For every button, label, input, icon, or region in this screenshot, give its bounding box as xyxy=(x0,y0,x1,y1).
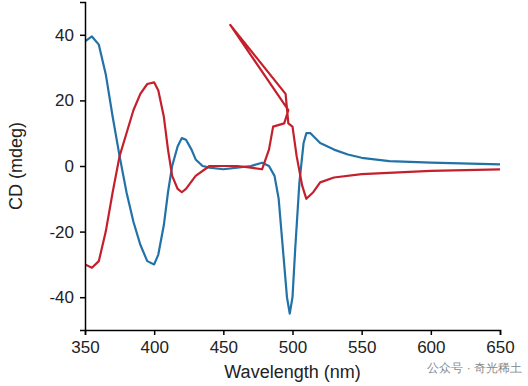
y-tick: 40 xyxy=(55,26,85,45)
x-tick-mark xyxy=(292,330,294,335)
y-tick-mark xyxy=(80,35,85,37)
y-tick: -20 xyxy=(49,223,85,242)
x-tick-label: 400 xyxy=(140,338,168,357)
x-tick: 600 xyxy=(417,330,445,357)
plot-area xyxy=(85,25,500,314)
x-tick-label: 550 xyxy=(348,338,376,357)
x-tick-mark xyxy=(154,330,156,335)
y-tick: -40 xyxy=(49,288,85,307)
x-tick-mark xyxy=(223,330,225,335)
y-tick-label: 0 xyxy=(65,157,74,176)
y-axis-title: CD (mdeg) xyxy=(6,122,26,210)
x-tick-mark xyxy=(500,330,502,335)
x-tick-label: 450 xyxy=(210,338,238,357)
x-axis-line xyxy=(86,331,501,336)
y-tick-mark xyxy=(80,166,85,168)
x-tick-mark xyxy=(431,330,433,335)
x-tick-label: 650 xyxy=(486,338,514,357)
y-tick-label: -40 xyxy=(49,288,74,307)
y-axis-line xyxy=(80,3,86,331)
x-tick-mark xyxy=(361,330,363,335)
y-tick-mark xyxy=(80,100,85,102)
y-tick-mark xyxy=(80,231,85,233)
y-tick: 0 xyxy=(65,157,85,176)
x-tick: 400 xyxy=(140,330,168,357)
x-tick: 350 xyxy=(71,330,99,357)
x-tick-label: 350 xyxy=(71,338,99,357)
x-axis: 350 400 450 500 550 600 650 xyxy=(71,330,514,357)
x-tick-label: 500 xyxy=(279,338,307,357)
y-tick-mark xyxy=(80,297,85,299)
x-tick: 650 xyxy=(486,330,514,357)
y-tick: 20 xyxy=(55,91,85,110)
y-tick-label: 40 xyxy=(55,26,74,45)
y-axis: -40 -20 0 20 40 xyxy=(49,3,85,331)
x-tick: 550 xyxy=(348,330,376,357)
chart: 350 400 450 500 550 600 650 -40 -20 0 20 40 Waveleng… xyxy=(0,0,528,386)
cd-line xyxy=(85,25,500,268)
y-tick-label: 20 xyxy=(55,91,74,110)
watermark: 公众号 · 奇光稀土 xyxy=(427,361,522,375)
x-tick: 500 xyxy=(279,330,307,357)
y-tick-label: -20 xyxy=(49,223,74,242)
cd-line xyxy=(85,36,500,313)
x-tick-label: 600 xyxy=(417,338,445,357)
x-tick: 450 xyxy=(210,330,238,357)
x-axis-title: Wavelength (nm) xyxy=(224,362,360,382)
